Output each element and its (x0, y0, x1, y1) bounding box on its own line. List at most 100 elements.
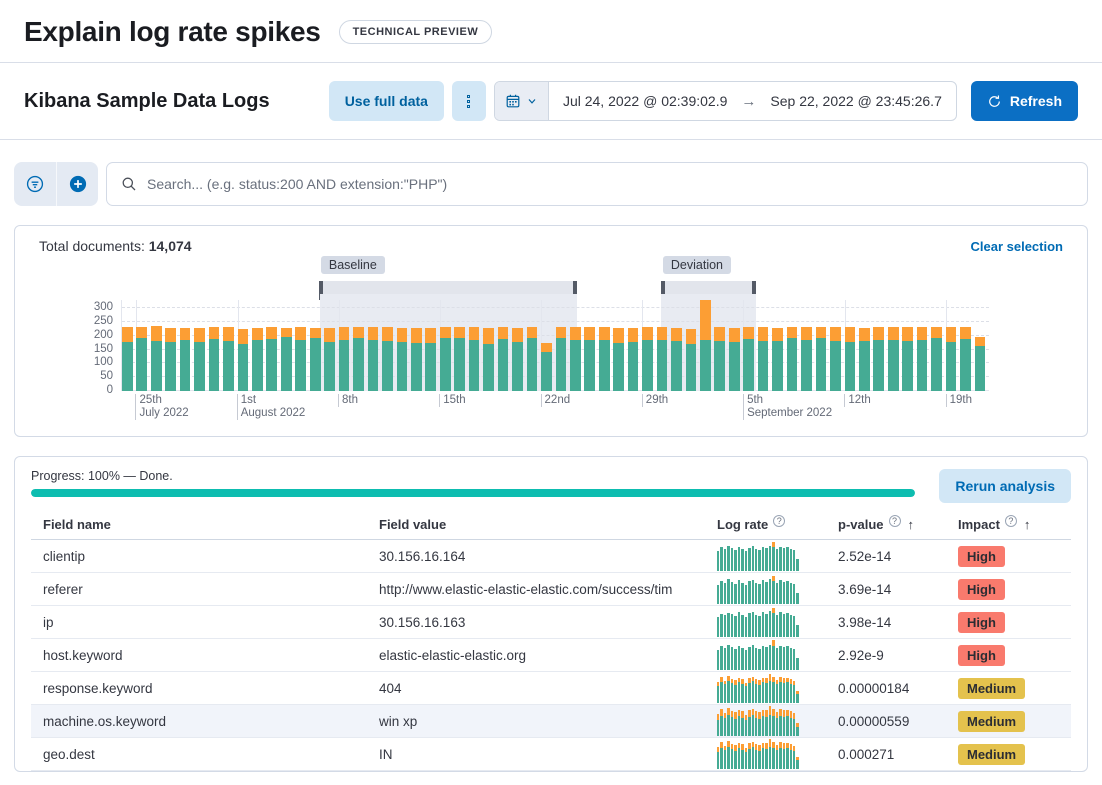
clear-selection-link[interactable]: Clear selection (970, 238, 1064, 254)
histogram-bar[interactable] (569, 327, 581, 391)
histogram-bar[interactable] (396, 327, 408, 391)
histogram-bar[interactable] (266, 327, 278, 391)
histogram-bar[interactable] (280, 327, 292, 391)
histogram-bar[interactable] (512, 327, 523, 391)
search-input[interactable] (147, 176, 1073, 192)
histogram-bar[interactable] (642, 327, 653, 391)
histogram-bar[interactable] (497, 327, 509, 391)
histogram-bar[interactable] (728, 327, 740, 391)
help-icon[interactable]: ? (773, 514, 786, 527)
histogram-bar[interactable] (801, 327, 812, 391)
histogram-bar[interactable] (367, 327, 379, 391)
histogram-bar[interactable] (887, 327, 899, 391)
refresh-button[interactable]: Refresh (970, 81, 1078, 121)
sparkline-bar (768, 674, 772, 703)
histogram-bar[interactable] (772, 327, 783, 391)
histogram-bar[interactable] (584, 327, 596, 391)
column-header-field-name[interactable]: Field name (31, 511, 367, 539)
histogram-bar[interactable] (858, 327, 870, 391)
sparkline-segment-doc (796, 760, 799, 769)
histogram-bar[interactable] (960, 327, 971, 391)
histogram-bar[interactable] (902, 327, 913, 391)
histogram-bar[interactable] (425, 327, 437, 391)
column-header-field-value[interactable]: Field value (367, 511, 705, 539)
add-filter-button[interactable] (56, 162, 98, 206)
deviation-brush-handle-right[interactable] (751, 281, 756, 300)
histogram-bar[interactable] (627, 327, 639, 391)
sparkline-segment-other (727, 741, 730, 747)
saved-filters-button[interactable] (14, 162, 56, 206)
histogram-bar[interactable] (714, 327, 726, 391)
table-row[interactable]: geo.dest IN 0.000271 Medium (31, 738, 1071, 771)
baseline-brush-handle-right[interactable] (572, 281, 577, 300)
sort-asc-icon[interactable]: ↑ (1023, 517, 1031, 532)
histogram-bar[interactable] (656, 327, 668, 391)
table-row[interactable]: referer http://www.elastic-elastic-elasti… (31, 573, 1071, 606)
sample-options-button[interactable] (451, 81, 486, 121)
histogram-bar[interactable] (439, 327, 451, 391)
histogram-bar[interactable] (309, 327, 321, 391)
deviation-brush-handle-left[interactable] (660, 281, 665, 300)
histogram-bar[interactable] (699, 299, 711, 391)
histogram-bar[interactable] (208, 326, 220, 391)
histogram-bar[interactable] (685, 328, 697, 391)
histogram-bar[interactable] (410, 327, 422, 391)
histogram-bar[interactable] (324, 327, 335, 391)
histogram-bar[interactable] (179, 327, 191, 391)
histogram-bar[interactable] (931, 327, 942, 391)
histogram-bar[interactable] (382, 327, 393, 391)
histogram-bar[interactable] (526, 326, 538, 391)
histogram-bar[interactable] (916, 327, 928, 391)
help-icon[interactable]: ? (888, 514, 901, 527)
column-header-log-rate[interactable]: Log rate? (705, 511, 826, 539)
histogram-bar[interactable] (122, 327, 133, 391)
baseline-brush-handle-left[interactable] (318, 281, 323, 300)
histogram-bar[interactable] (541, 343, 552, 391)
sort-asc-icon[interactable]: ↑ (907, 517, 915, 532)
column-header-p-value[interactable]: p-value? ↑ (826, 511, 946, 539)
sparkline-bar (761, 743, 765, 769)
sparkline-segment-doc (730, 647, 734, 670)
histogram-bar[interactable] (338, 327, 350, 391)
histogram-bar[interactable] (974, 337, 986, 391)
table-row[interactable]: host.keyword elastic-elastic-elastic.org 2… (31, 639, 1071, 672)
date-quick-select-button[interactable] (494, 82, 549, 120)
histogram-bar[interactable] (468, 327, 480, 391)
help-icon[interactable]: ? (1004, 514, 1017, 527)
date-start[interactable]: Jul 24, 2022 @ 02:39:02.9 (562, 93, 728, 109)
histogram-bar[interactable] (945, 327, 957, 391)
x-axis-label: 12th (844, 394, 871, 407)
histogram-bar[interactable] (454, 327, 466, 391)
histogram-bar[interactable] (844, 327, 856, 391)
histogram-bar[interactable] (295, 327, 307, 391)
histogram-bar[interactable] (873, 327, 885, 391)
histogram-bar[interactable] (671, 327, 682, 391)
histogram-bar[interactable] (830, 327, 841, 391)
histogram-bar[interactable] (194, 327, 205, 391)
histogram-bar[interactable] (223, 327, 234, 391)
sparkline-bar (772, 709, 775, 736)
table-row[interactable]: clientip 30.156.16.164 2.52e-14 High (31, 540, 1071, 573)
histogram-bar[interactable] (613, 327, 624, 391)
sparkline-bar (717, 714, 720, 736)
table-row[interactable]: ip 30.156.16.163 3.98e-14 High (31, 606, 1071, 639)
date-end[interactable]: Sep 22, 2022 @ 23:45:26.7 (770, 93, 942, 109)
table-row[interactable]: machine.os.keyword win xp 0.00000559 Medium (31, 705, 1071, 738)
histogram-bar[interactable] (150, 326, 162, 391)
histogram-bar[interactable] (757, 327, 769, 391)
histogram-bar[interactable] (237, 328, 249, 391)
histogram-bar[interactable] (353, 327, 364, 391)
histogram-bar[interactable] (483, 327, 494, 391)
column-header-impact[interactable]: Impact? ↑ (946, 511, 1071, 539)
histogram-bar[interactable] (165, 328, 177, 391)
histogram-bar[interactable] (136, 327, 148, 391)
histogram-bar[interactable] (598, 327, 610, 391)
histogram-bar[interactable] (252, 327, 263, 391)
histogram-bar[interactable] (555, 327, 567, 391)
table-row[interactable]: response.keyword 404 0.00000184 Medium (31, 672, 1071, 705)
histogram-bar[interactable] (743, 327, 755, 391)
histogram-bar[interactable] (815, 327, 827, 391)
use-full-data-button[interactable]: Use full data (328, 81, 444, 121)
histogram-bar[interactable] (786, 327, 798, 391)
rerun-analysis-button[interactable]: Rerun analysis (939, 469, 1071, 503)
